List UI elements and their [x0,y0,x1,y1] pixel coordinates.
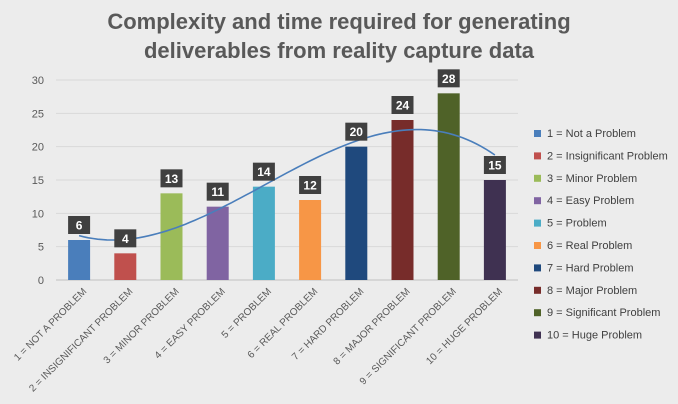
data-label: 11 [211,185,224,199]
x-tick-label: 9 = SIGNIFICANT PROBLEM [358,286,459,387]
bar [68,240,91,280]
legend-swatch [534,286,541,294]
legend-swatch [534,130,541,137]
legend-label: 4 = Easy Problem [547,195,634,207]
data-label: 13 [165,172,179,186]
bar [345,146,368,280]
bar [252,186,275,280]
y-tick-label: 5 [38,242,44,254]
data-label: 4 [122,232,129,246]
x-tick-label: 8 = MAJOR PROBLEM [332,286,413,367]
data-label: 6 [76,219,83,233]
data-label-box [483,156,506,174]
data-label: 12 [303,179,317,193]
legend-swatch [534,242,541,249]
chart-title-line: deliverables from reality capture data [144,38,535,63]
data-label: 28 [442,72,456,86]
data-label-box [299,176,322,194]
legend-swatch [534,197,541,205]
data-label-box [437,69,460,88]
legend-label: 9 = Significant Problem [547,307,660,319]
data-label-box [391,96,414,114]
data-label-box [114,229,137,248]
x-tick-label: 3 = MINOR PROBLEM [102,286,182,366]
data-label: 14 [257,165,271,179]
bar [299,200,322,280]
trendline [78,128,496,241]
bar [391,120,414,280]
chart-title-line: Complexity and time required for generat… [107,9,570,34]
bar [483,180,506,280]
y-tick-label: 15 [32,175,44,187]
y-tick-label: 30 [32,75,44,87]
legend-label: 3 = Minor Problem [547,173,637,185]
legend-swatch [534,219,541,227]
legend-swatch [534,264,541,272]
legend-label: 2 = Insignificant Problem [547,150,668,162]
legend-label: 10 = Huge Problem [547,330,642,342]
y-tick-label: 10 [32,208,44,220]
legend-label: 5 = Problem [547,218,607,230]
legend-swatch [534,174,541,182]
bar [206,206,229,280]
y-tick-label: 20 [32,142,44,154]
data-label-box [252,162,275,181]
bar [160,193,183,280]
data-label: 15 [488,159,502,173]
data-label-box [68,216,91,234]
legend-label: 7 = Hard Problem [547,262,634,274]
legend-swatch [534,309,541,317]
bar [114,253,137,280]
y-tick-label: 0 [38,275,44,287]
data-label-box [206,182,229,201]
data-label: 20 [350,125,364,139]
legend-label: 1 = Not a Problem [547,128,636,140]
legend-label: 8 = Major Problem [547,285,637,297]
x-tick-label: 10 = HUGE PROBLEM [424,286,505,367]
bar [437,93,460,280]
data-label-box [345,122,368,141]
data-label: 24 [396,99,410,113]
legend-swatch [534,152,541,160]
legend-label: 6 = Real Problem [547,240,632,252]
data-label-box [160,169,183,188]
y-tick-label: 25 [32,108,44,120]
legend-swatch [534,331,541,339]
